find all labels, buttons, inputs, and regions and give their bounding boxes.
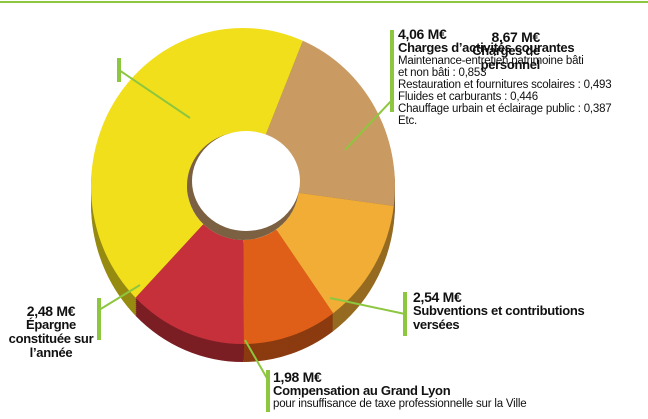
value-label: 8,67 M€ [491, 29, 541, 45]
detail-line: pour insuffisance de taxe professionnell… [273, 398, 527, 410]
detail-line: Chauffage urbain et éclairage public : 0… [398, 103, 612, 115]
slice-label: 4,06 M€ Charges d’activités courantes Main… [398, 27, 648, 127]
detail-line: Restauration et fournitures scolaires : … [398, 79, 612, 91]
leader [118, 69, 191, 119]
category-label: Épargne constituée sur l’année [8, 317, 94, 360]
category-label: Subventions et contributions versées [413, 303, 585, 332]
slice-label: 2,54 M€ Subventions et contributions vers… [413, 290, 613, 332]
slice-label: 2,48 M€ Épargne constituée sur l’année [6, 304, 96, 360]
detail-line: et non bâti : 0,853 [398, 67, 487, 79]
detail-line: Etc. [398, 115, 418, 127]
value-label: 4,06 M€ [398, 26, 447, 42]
detail-line: Fluides et carburants : 0,446 [398, 91, 538, 103]
slice [243, 229, 334, 344]
slices [91, 27, 395, 362]
slice [265, 40, 395, 207]
slice [135, 224, 244, 344]
value-label: 1,98 M€ [273, 369, 322, 385]
value-label: 2,48 M€ [26, 303, 76, 319]
leader [98, 284, 141, 311]
leaders [97, 30, 407, 412]
slice-label: 8,67 M€ Charges de personnel [420, 30, 540, 72]
category-label: Charges d’activités courantes [398, 40, 575, 55]
value-label: 2,54 M€ [413, 289, 462, 305]
slice-label: 1,98 M€ Compensation au Grand Lyon pour in… [273, 370, 643, 410]
detail-line: Maintenance-entretien patrimoine bâti [398, 55, 584, 67]
leader [329, 297, 406, 315]
leader [244, 339, 269, 381]
slice [91, 27, 303, 298]
category-label: Compensation au Grand Lyon [273, 383, 451, 398]
leader [344, 99, 393, 151]
slice [276, 192, 394, 314]
hole [192, 131, 300, 231]
category-label: Charges de personnel [472, 43, 540, 72]
